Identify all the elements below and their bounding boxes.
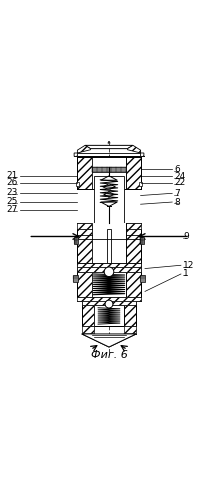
Bar <box>82 326 94 334</box>
Bar <box>77 230 92 263</box>
Bar <box>94 176 124 223</box>
Bar <box>74 238 78 244</box>
Bar <box>77 263 141 268</box>
Text: 27: 27 <box>6 205 17 214</box>
Text: 23: 23 <box>6 188 17 198</box>
Bar <box>126 230 141 263</box>
Text: 25: 25 <box>6 197 17 206</box>
Polygon shape <box>101 176 117 180</box>
Text: 26: 26 <box>6 178 17 188</box>
Bar <box>92 268 126 297</box>
Text: 12: 12 <box>183 261 194 270</box>
Bar <box>77 156 92 189</box>
Bar <box>107 230 111 263</box>
Bar <box>82 301 94 326</box>
Polygon shape <box>141 153 144 156</box>
Text: 1: 1 <box>183 270 189 278</box>
Bar <box>82 301 136 304</box>
Bar <box>92 222 126 230</box>
Polygon shape <box>85 146 133 148</box>
Bar <box>124 301 136 326</box>
Polygon shape <box>77 146 90 153</box>
Bar <box>126 156 141 189</box>
Polygon shape <box>82 334 136 347</box>
Bar <box>92 230 126 263</box>
Bar <box>124 326 136 334</box>
Bar <box>77 268 141 272</box>
Text: 22: 22 <box>174 178 186 188</box>
Circle shape <box>104 267 114 276</box>
Bar <box>73 274 78 281</box>
Text: 7: 7 <box>174 189 180 198</box>
Polygon shape <box>74 153 77 156</box>
Bar <box>77 297 141 301</box>
Bar <box>94 301 124 326</box>
Bar <box>126 268 141 297</box>
Bar <box>92 156 126 189</box>
Polygon shape <box>101 202 117 206</box>
Bar <box>77 268 92 297</box>
Bar <box>92 167 126 172</box>
Text: 9: 9 <box>183 232 189 241</box>
Circle shape <box>105 300 113 308</box>
Bar <box>140 238 144 244</box>
Bar <box>77 222 92 230</box>
Text: 6: 6 <box>174 165 180 174</box>
Polygon shape <box>128 146 141 153</box>
Bar <box>140 274 145 281</box>
Bar <box>126 222 141 230</box>
Text: Фиг. 6: Фиг. 6 <box>90 350 128 360</box>
Polygon shape <box>108 141 110 143</box>
Bar <box>139 182 142 186</box>
Text: 8: 8 <box>174 198 180 206</box>
Bar <box>76 182 79 186</box>
Text: 21: 21 <box>6 172 17 180</box>
Text: 24: 24 <box>174 172 186 181</box>
Polygon shape <box>82 334 136 347</box>
